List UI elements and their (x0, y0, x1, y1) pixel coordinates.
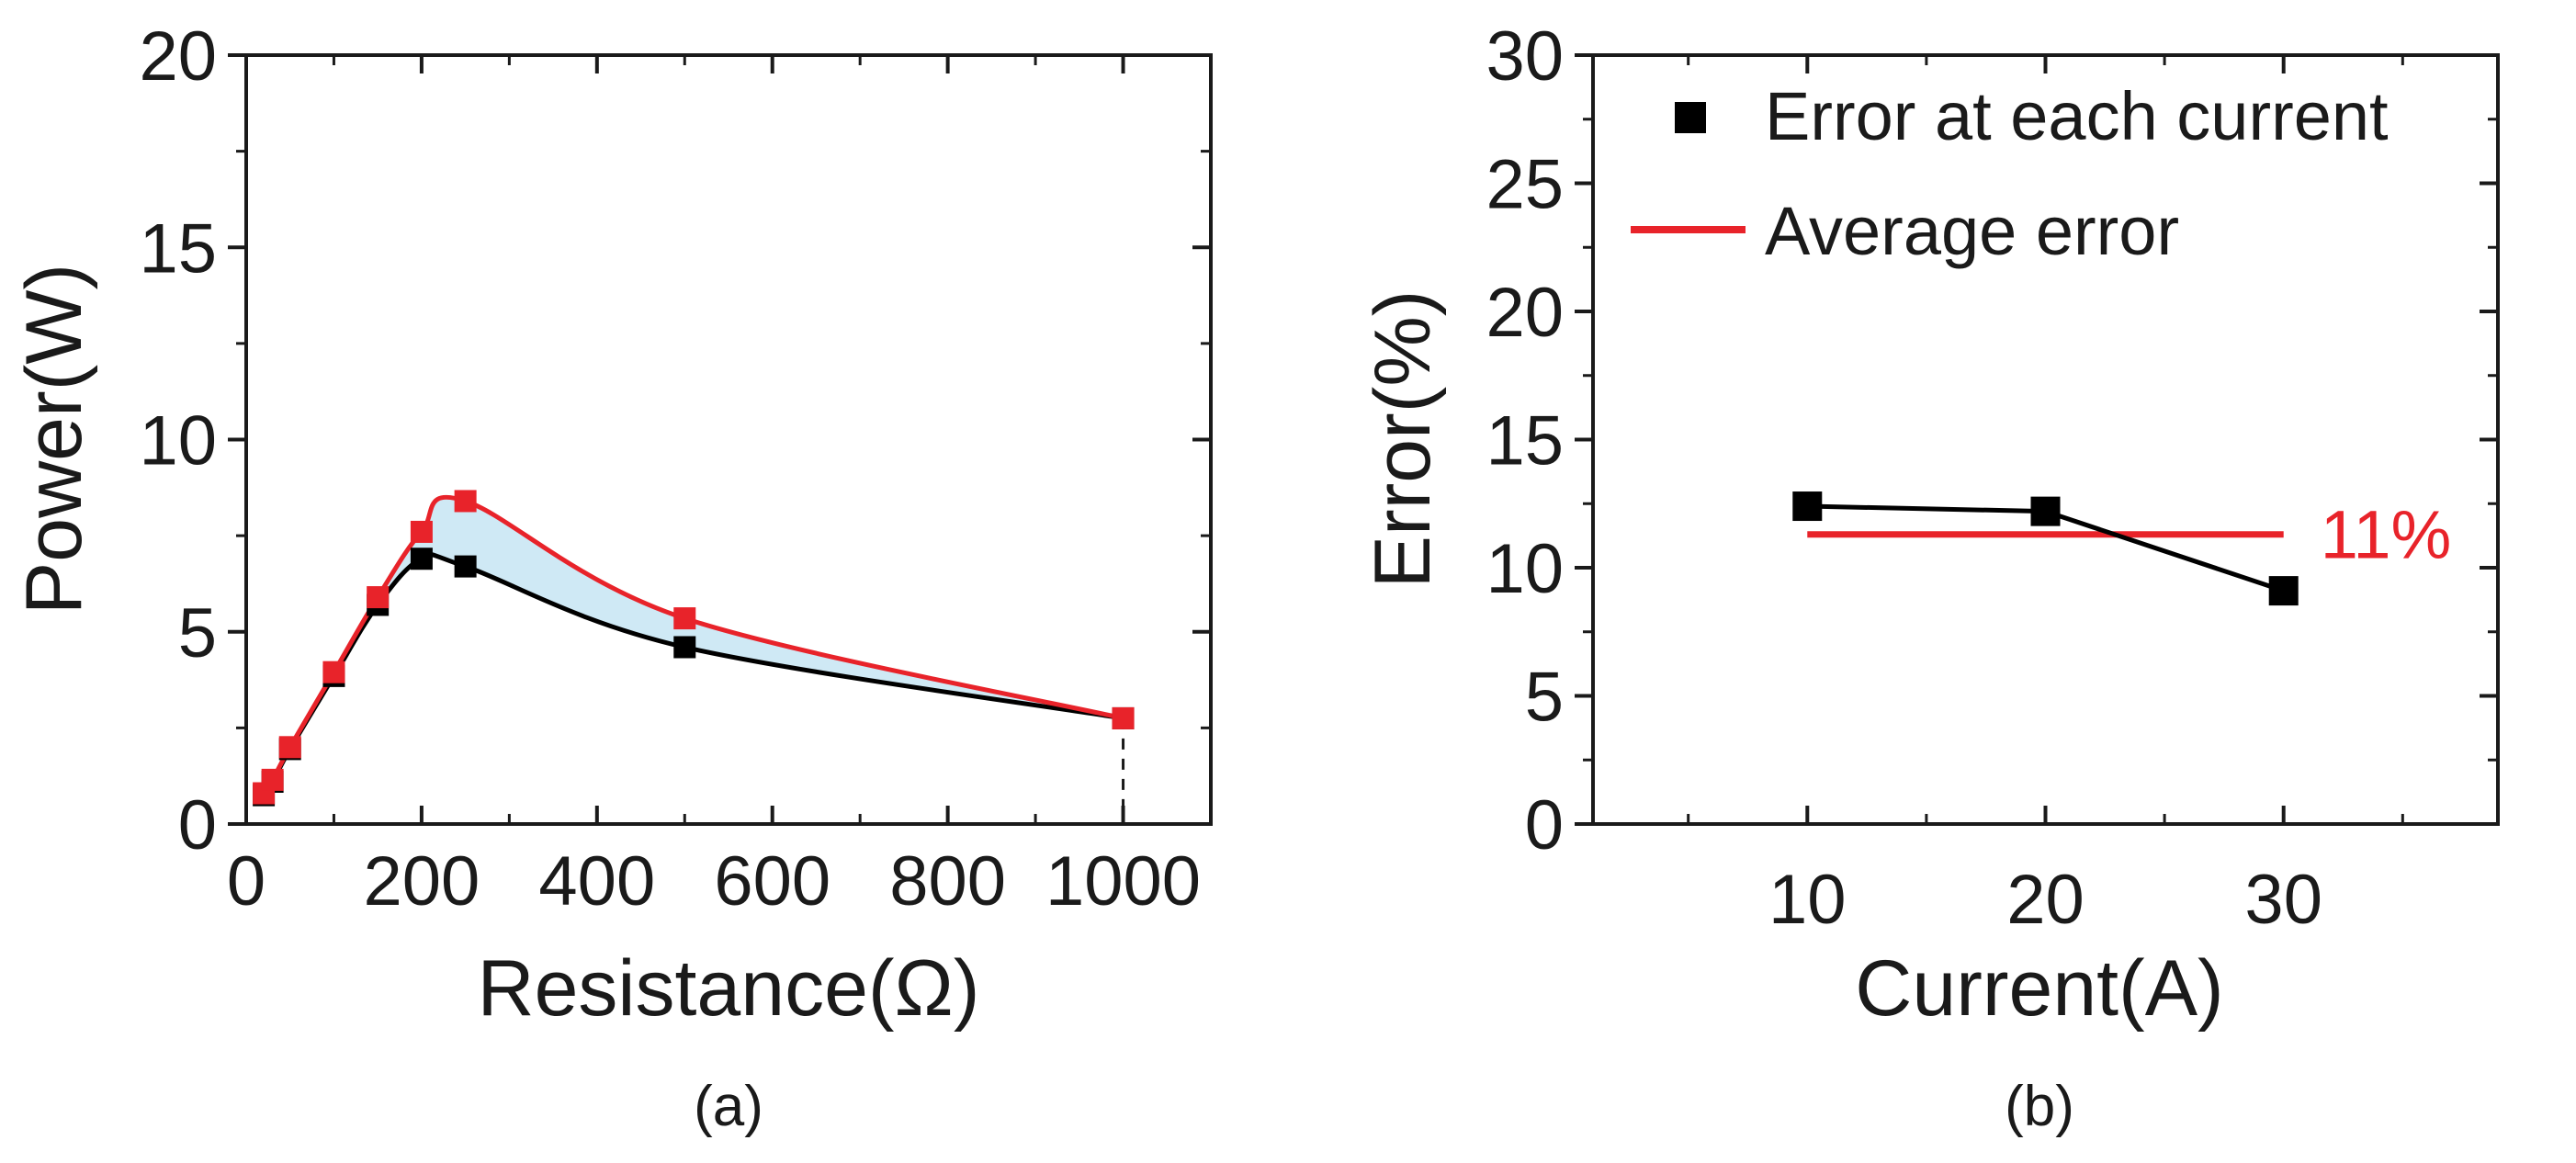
legend-marker-square (1675, 102, 1706, 133)
panel-b: 11% 10 20 30 0 5 10 15 20 25 30 Error at each cu… (1359, 17, 2500, 1138)
y-tick-label: 10 (1486, 530, 1564, 608)
marker-simulated (410, 520, 433, 543)
x-tick-labels: 0 200 400 600 800 1000 (227, 842, 1201, 920)
marker-measured (454, 555, 477, 578)
y-axis-label: Power(W) (10, 264, 98, 615)
x-tick-label: 0 (227, 842, 266, 920)
marker-simulated (261, 768, 284, 791)
y-tick-label: 0 (178, 786, 217, 864)
legend: Error at each current Average error (1631, 78, 2389, 269)
plot-frame (1591, 53, 2500, 826)
y-tick-label: 25 (1486, 146, 1564, 224)
tick-marks (228, 53, 1211, 826)
marker-measured (673, 636, 696, 659)
y-tick-label: 0 (1525, 786, 1564, 864)
marker-error (1792, 491, 1823, 522)
x-tick-label: 10 (1768, 861, 1847, 939)
x-tick-labels: 10 20 30 (1768, 861, 2322, 939)
x-tick-label: 400 (538, 842, 655, 920)
tick-marks (1575, 53, 2498, 826)
marker-error (2030, 496, 2061, 526)
x-axis-label: Resistance(Ω) (478, 944, 980, 1033)
y-tick-label: 10 (139, 402, 217, 480)
marker-simulated (278, 736, 301, 759)
x-axis-label: Current(A) (1855, 944, 2223, 1033)
x-tick-label: 20 (2006, 861, 2085, 939)
x-tick-label: 1000 (1045, 842, 1201, 920)
caption-a: (a) (694, 1075, 763, 1138)
y-tick-label: 5 (178, 594, 217, 672)
data-markers (1792, 491, 2299, 606)
y-tick-label: 5 (1525, 659, 1564, 737)
marker-simulated (454, 490, 477, 513)
y-tick-label: 15 (1486, 402, 1564, 480)
x-tick-label: 800 (889, 842, 1006, 920)
marker-simulated (367, 586, 390, 609)
marker-simulated (673, 607, 696, 630)
y-tick-labels: 0 5 10 15 20 (139, 17, 217, 864)
data-markers (253, 490, 1135, 807)
x-tick-label: 30 (2244, 861, 2322, 939)
y-tick-labels: 0 5 10 15 20 25 30 (1486, 17, 1564, 864)
y-tick-label: 15 (139, 209, 217, 288)
panel-a: 0 200 400 600 800 1000 0 5 10 15 20 Resistance(Ω)… (10, 17, 1213, 1138)
marker-simulated (1112, 706, 1135, 729)
series-line-measured (261, 552, 1124, 797)
y-tick-label: 20 (139, 17, 217, 96)
y-tick-label: 30 (1486, 17, 1564, 96)
x-tick-label: 200 (364, 842, 480, 920)
y-axis-label: Error(%) (1359, 290, 1447, 589)
x-tick-label: 600 (714, 842, 830, 920)
marker-simulated (322, 661, 345, 683)
caption-b: (b) (2005, 1075, 2074, 1138)
legend-label-error: Error at each current (1765, 78, 2389, 154)
marker-measured (410, 548, 433, 570)
legend-label-average: Average error (1765, 193, 2179, 269)
marker-error (2268, 576, 2299, 606)
y-tick-label: 20 (1486, 274, 1564, 352)
average-annotation: 11% (2321, 497, 2452, 573)
